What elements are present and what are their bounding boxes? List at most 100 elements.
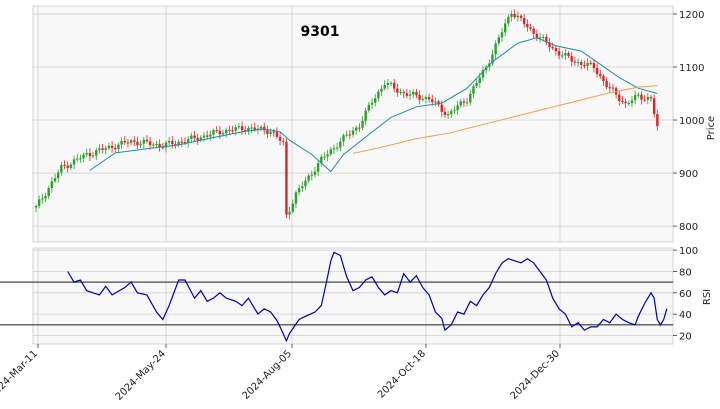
candle-body [98,148,101,151]
candle-body [310,174,313,176]
candle-body [256,128,260,130]
candle-body [364,110,367,121]
candle-body [554,48,558,52]
candle-body [209,134,212,137]
chart-title: 9301 [301,24,340,40]
candle-body [545,37,548,43]
candle-body [167,140,171,143]
candle-body [291,203,294,212]
rsi-tick-label: 100 [679,246,698,257]
candle-body [516,15,520,18]
candle-body [297,188,301,193]
rsi-line [67,251,668,343]
candle-body [497,37,501,44]
candle-body [304,180,307,187]
candle-body [396,88,399,93]
candle-body [532,28,535,34]
candle-body [282,140,285,142]
candle-body [114,147,117,150]
ma-long-line [352,85,658,154]
candle-body [244,130,247,132]
candle-body [608,87,611,89]
candle-body [561,55,564,57]
candle-body [82,154,85,159]
candle-body [79,158,82,160]
candle-body [348,134,352,136]
candle-body [434,101,437,103]
candle-body [475,82,478,87]
candle-body [205,135,209,137]
candle-body [649,97,653,99]
candle-body [652,98,656,115]
candle-body [624,101,627,104]
candle-body [66,165,69,168]
candle-body [380,88,383,92]
candle-body [548,42,551,48]
candle-body [519,15,523,18]
candle-body [63,164,66,166]
candle-body [576,62,580,64]
x-tick-label: 2024-Oct-18 [376,348,428,400]
rsi-series [67,251,668,343]
candle-body [253,127,256,130]
candle-body [386,82,390,85]
candle-body [354,127,358,131]
candle-body [538,37,542,39]
candle-body [503,23,507,33]
candle-body [177,141,180,145]
candle-body [180,141,184,143]
candle-body [427,97,431,100]
candle-body [393,82,396,89]
candle-body [586,62,589,67]
candle-body [307,175,310,181]
candle-body [171,140,174,145]
candle-body [53,178,57,182]
candle-body [526,24,529,28]
candle-body [320,156,323,164]
candle-body [542,37,545,39]
candle-body [335,147,339,149]
candle-body [145,139,149,142]
candle-body [529,27,532,29]
candle-body [155,144,158,146]
candle-body [329,149,333,155]
candle-body [91,155,95,157]
candle-body [415,91,418,96]
candle-body [478,77,481,83]
candle-body [85,153,88,155]
x-tick-label: 2024-Aug-05 [241,348,295,402]
candle-body [491,54,494,64]
candle-body [275,131,279,137]
candle-body [599,73,602,77]
candle-body [339,141,342,148]
candle-body [148,141,152,146]
candle-body [421,98,424,100]
rsi-tick-label: 40 [679,310,692,321]
candle-body [453,110,456,112]
candle-body [139,143,142,146]
candle-body [202,135,206,138]
candle-body [370,102,374,105]
candle-body [637,94,640,96]
candle-body [294,192,298,204]
candle-body [462,101,466,103]
candle-body [440,104,443,112]
candle-body [72,159,76,165]
candle-body [618,94,621,101]
candle-body [76,158,79,160]
candle-body [142,139,145,144]
candle-body [332,148,336,150]
candle-body [44,196,47,199]
candle-body [640,94,643,100]
candle-body [190,135,193,140]
candle-body [431,99,434,103]
candle-body [326,154,329,157]
candle-body [513,13,516,18]
price-axis-label: Price [706,116,717,140]
candle-body [288,211,291,215]
candle-body [237,126,241,128]
candle-body [494,43,497,55]
candle-body [101,148,104,150]
candle-body [164,142,168,148]
